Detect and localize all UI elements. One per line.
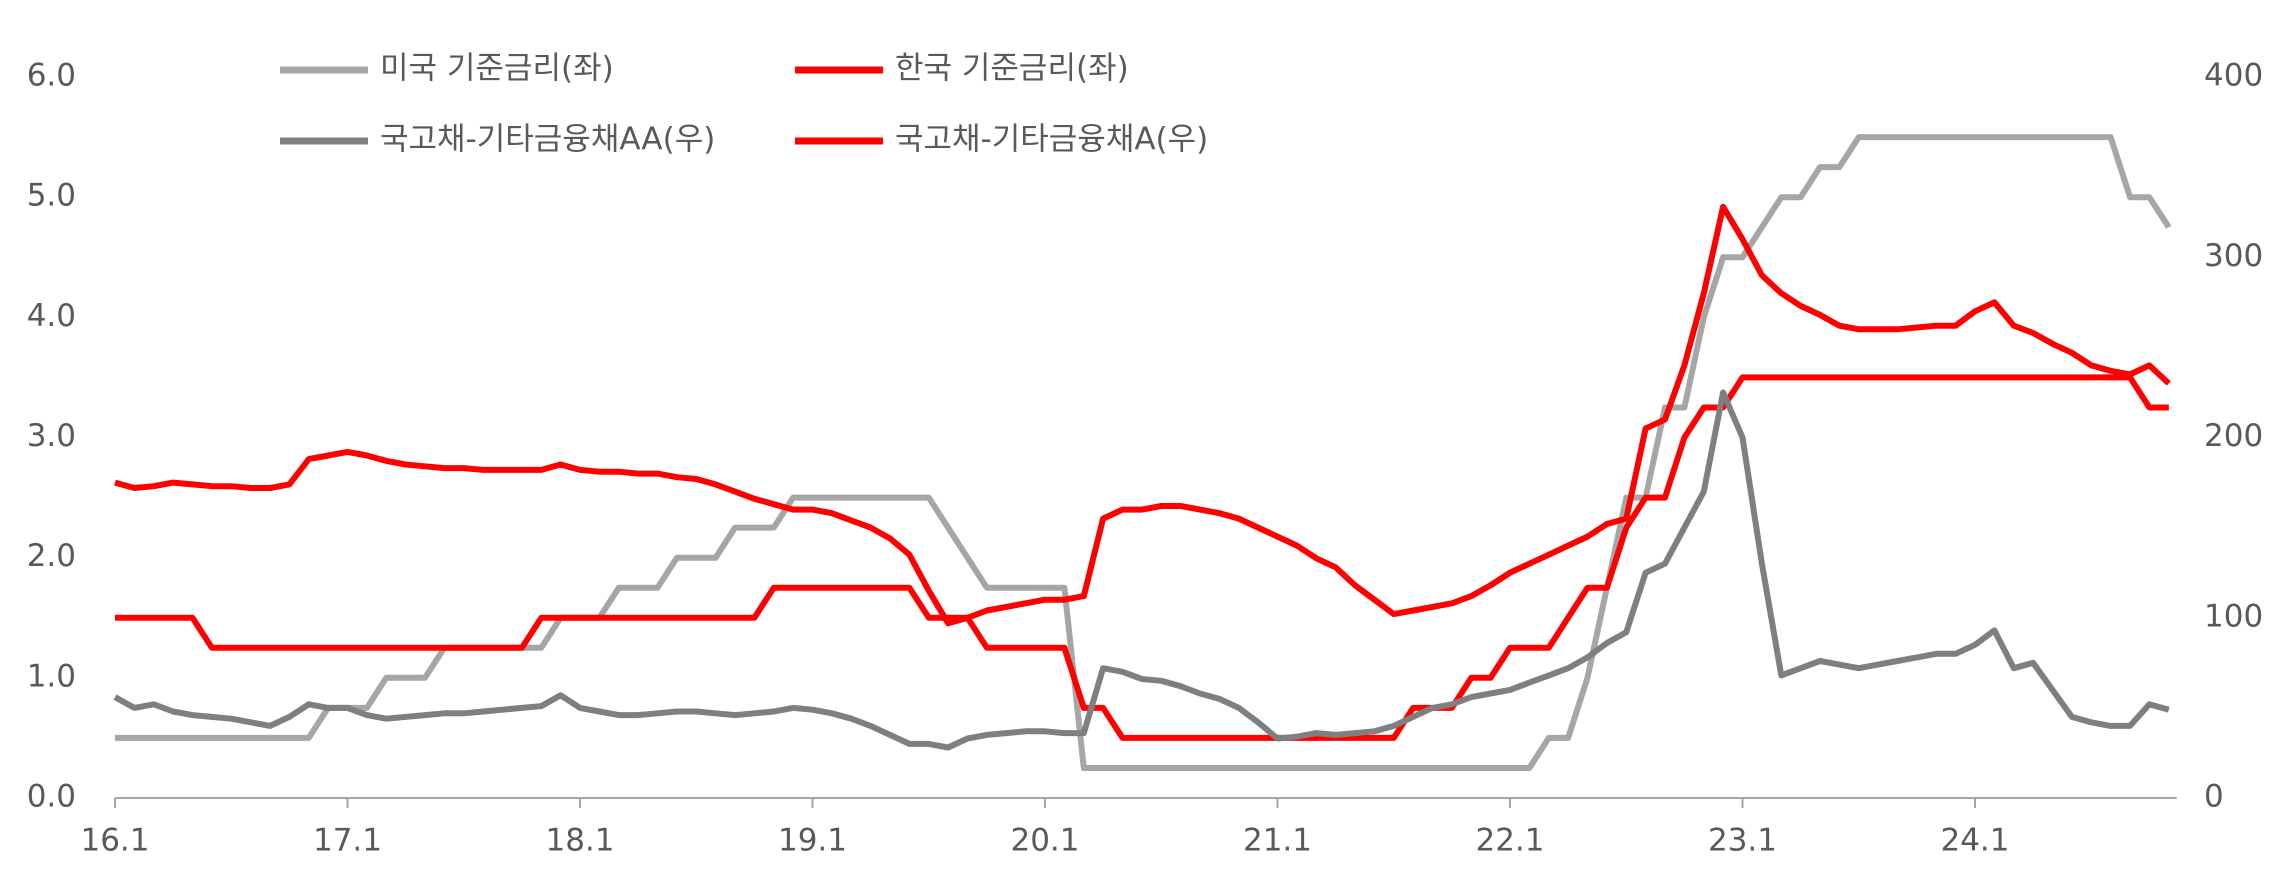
y-tick-label: 5.0 bbox=[27, 178, 76, 214]
y2-tick-label: 0 bbox=[2204, 779, 2224, 815]
legend-label: 한국 기준금리(좌) bbox=[895, 51, 1129, 87]
y-tick-label: 6.0 bbox=[27, 58, 76, 94]
series-line bbox=[115, 374, 2169, 741]
series-line bbox=[115, 134, 2172, 771]
x-tick-label: 22.1 bbox=[1475, 823, 1544, 859]
x-tick-label: 23.1 bbox=[1708, 823, 1777, 859]
legend-label: 미국 기준금리(좌) bbox=[380, 51, 614, 87]
x-tick-label: 24.1 bbox=[1940, 823, 2009, 859]
y-tick-label: 0.0 bbox=[27, 779, 76, 815]
y-tick-label: 3.0 bbox=[27, 418, 76, 454]
y2-tick-label: 300 bbox=[2204, 238, 2263, 274]
legend-label: 국고채-기타금융채AA(우) bbox=[380, 122, 715, 158]
x-tick-label: 21.1 bbox=[1243, 823, 1312, 859]
y-tick-label: 4.0 bbox=[27, 298, 76, 334]
series-line bbox=[113, 389, 2170, 751]
x-tick-label: 19.1 bbox=[778, 823, 847, 859]
y-tick-label: 2.0 bbox=[27, 538, 76, 574]
y-tick-label: 1.0 bbox=[27, 658, 76, 694]
y2-tick-label: 200 bbox=[2204, 418, 2263, 454]
y2-tick-label: 400 bbox=[2204, 58, 2263, 94]
series-line bbox=[114, 203, 2171, 627]
legend-label: 국고채-기타금융채A(우) bbox=[895, 122, 1208, 158]
x-tick-label: 17.1 bbox=[313, 823, 382, 859]
x-tick-label: 18.1 bbox=[545, 823, 614, 859]
x-tick-label: 20.1 bbox=[1010, 823, 1079, 859]
x-tick-label: 16.1 bbox=[80, 823, 149, 859]
y2-tick-label: 100 bbox=[2204, 598, 2263, 634]
